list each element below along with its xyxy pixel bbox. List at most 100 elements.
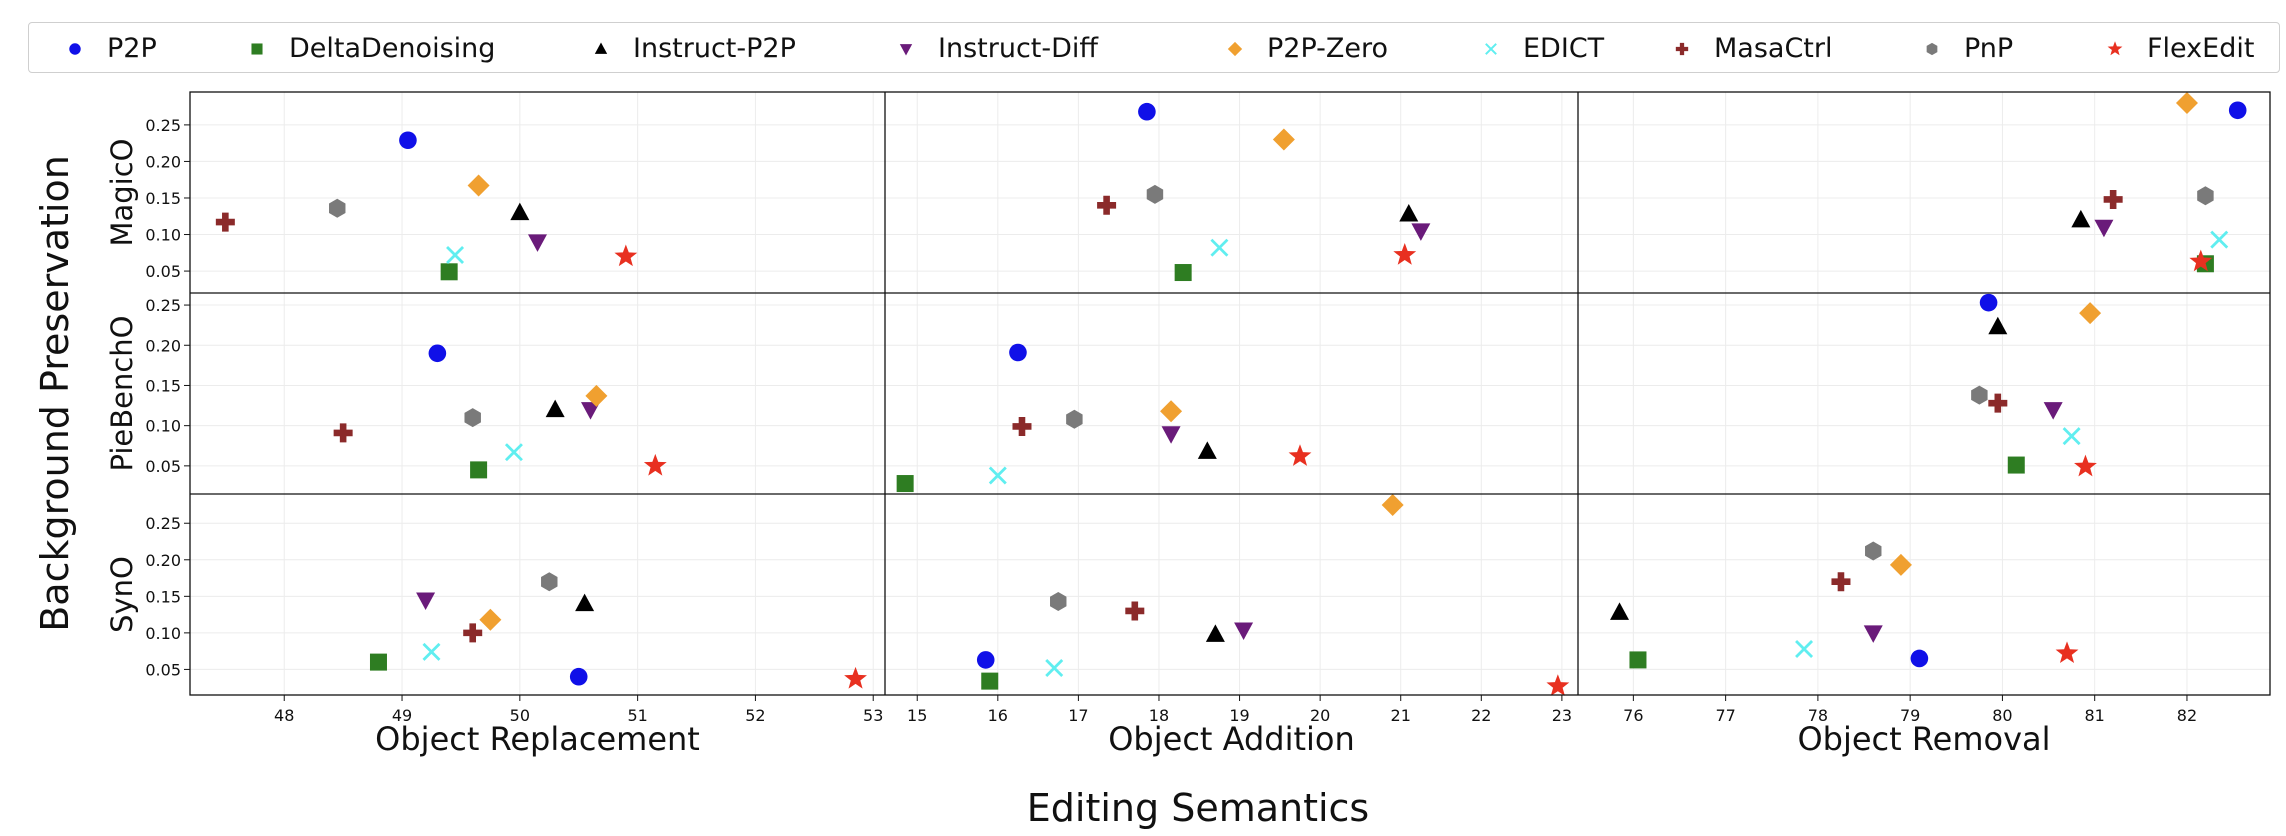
point-instruct-p2p [1988,316,2008,335]
legend-label: EDICT [1523,33,1605,64]
point-masactrl [2103,189,2123,209]
point-pnp [1050,591,1067,611]
panel-MagicO-1 [885,92,1578,293]
point-p2p-zero [585,384,608,407]
point-instruct-p2p [545,399,565,418]
x-tick-label: 17 [1068,706,1088,725]
x-tick-label: 18 [1149,706,1169,725]
x-tick-label: 22 [1471,706,1491,725]
point-instruct-diff [1411,223,1431,241]
legend-item: P2P [65,23,157,74]
point-p2p-zero [479,608,502,631]
point-flexedit [643,453,667,476]
point-instruct-diff [1234,622,1254,640]
point-instruct-p2p [1399,204,1419,222]
x-tick-label: 50 [510,706,530,725]
column-label: Object Removal [1797,720,2050,758]
point-instruct-p2p [1610,602,1630,620]
point-flexedit [2055,641,2079,664]
point-pnp [1146,184,1164,204]
legend-item: FlexEdit [2105,23,2254,74]
panel-frame [189,91,2271,696]
point-edict [2210,230,2229,249]
y-tick-label: 0.15 [145,587,181,606]
legend-label: P2P [107,33,157,64]
point-masactrl [333,423,353,443]
panel-SynO-0: 0.05 0.10 0.15 0.20 0.25 [145,494,885,695]
legend-label: MasaCtrl [1714,33,1833,64]
point-instruct-p2p [575,593,595,612]
point-p2p [1138,102,1156,121]
y-tick-label: 0.05 [145,457,181,476]
point-flexedit [1393,242,1417,265]
y-tick-label: 0.15 [145,189,181,208]
point-p2p-zero [1272,128,1295,151]
legend-marker [2107,40,2123,55]
point-masactrl [1097,195,1117,215]
x-tick-label: 51 [627,706,647,725]
point-masactrl [1125,601,1145,621]
y-tick-label: 0.10 [145,624,181,643]
point-deltadenoising [470,461,488,479]
legend-marker [1227,41,1243,56]
point-p2p [399,131,417,150]
point-pnp [1865,541,1882,561]
point-p2p [569,667,588,686]
point-instruct-diff [2094,219,2114,238]
legend-marker [594,42,608,54]
legend-marker [1926,42,1938,55]
legend-item: Instruct-P2P [591,23,796,74]
panel-PieBenchO-1 [885,293,1578,494]
y-tick-label: 0.10 [145,417,181,436]
point-edict [2062,427,2081,446]
x-tick-label: 79 [1900,706,1920,725]
legend: P2P DeltaDenoising Instruct-P2P Instruct-Di… [28,22,2280,73]
y-tick-label: 0.25 [145,514,181,533]
point-deltadenoising [369,653,387,671]
panel-SynO-2 [1578,494,2270,695]
row-label: SynO [105,556,139,633]
point-masactrl [215,212,235,232]
point-instruct-diff [1863,625,1883,643]
point-p2p-zero [2079,302,2102,325]
legend-marker [69,42,81,55]
point-p2p [2228,101,2247,120]
x-tick-label: 16 [988,706,1008,725]
x-tick-label: 48 [274,706,294,725]
point-p2p [1979,293,1998,312]
y-tick-label: 0.10 [145,226,181,245]
point-p2p-zero [467,174,490,197]
point-pnp [541,572,558,592]
point-deltadenoising [896,475,914,493]
point-p2p [976,651,995,669]
panel-SynO-1 [885,493,1578,696]
x-tick-label: 76 [1623,706,1643,725]
point-edict [422,642,441,661]
x-tick-label: 23 [1552,706,1572,725]
y-tick-label: 0.20 [145,336,181,355]
point-instruct-diff [416,592,436,610]
x-tick-label: 81 [2085,706,2105,725]
y-tick-label: 0.25 [145,296,181,315]
legend-marker [899,43,913,55]
point-deltadenoising [981,672,999,690]
legend-item: Instruct-Diff [896,23,1098,74]
y-tick-label: 0.25 [145,116,181,135]
point-deltadenoising [2007,456,2025,474]
y-tick-label: 0.20 [145,152,181,171]
point-p2p [1910,649,1929,668]
legend-item: P2P-Zero [1225,23,1388,74]
panel-MagicO-2 [1578,91,2270,293]
point-instruct-diff [1161,426,1181,444]
point-p2p-zero [1160,400,1183,423]
row-label: MagicO [105,138,139,246]
panel-PieBenchO-2 [1578,293,2270,494]
point-masactrl [1988,393,2008,413]
x-tick-label: 53 [863,706,883,725]
point-pnp [464,408,481,428]
point-pnp [1971,385,1988,405]
x-tick-label: 15 [907,706,927,725]
point-edict [1045,658,1064,677]
legend-label: P2P-Zero [1267,33,1389,64]
